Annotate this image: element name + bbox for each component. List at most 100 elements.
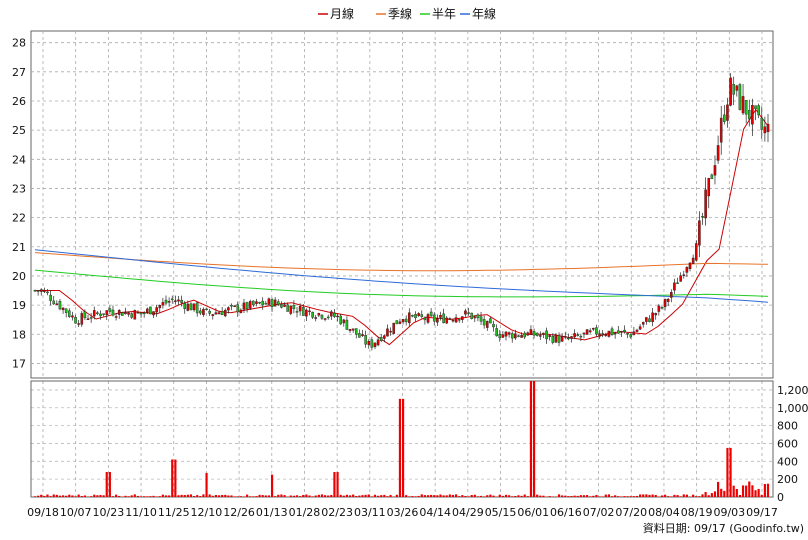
volume-bar: [632, 496, 635, 497]
volume-bar: [217, 495, 221, 497]
volume-bar: [348, 495, 352, 497]
volume-bar: [720, 488, 723, 497]
volume-bar: [149, 496, 152, 497]
candle-body: [43, 289, 46, 292]
candle-body: [398, 321, 402, 324]
candle-body: [601, 333, 604, 335]
volume-bar: [476, 496, 480, 497]
volume-bar: [698, 496, 701, 497]
candle-body: [442, 313, 445, 324]
volume-bar: [146, 496, 149, 497]
volume-bar: [274, 496, 277, 497]
volume-bar: [395, 494, 398, 497]
volume-tick-label: 400: [777, 455, 798, 468]
candle-body: [464, 310, 467, 315]
candle-body: [567, 337, 570, 340]
ma-line-2: [34, 252, 769, 272]
volume-bar: [115, 494, 118, 497]
x-tick-label: 01/28: [289, 506, 321, 519]
x-tick-label: 11/25: [158, 506, 190, 519]
volume-bar: [604, 494, 607, 497]
candle-body: [177, 299, 180, 302]
volume-bar: [679, 496, 682, 497]
volume-bar: [314, 495, 317, 497]
candle-body: [751, 104, 754, 125]
volume-bar: [345, 494, 349, 497]
volume-bar: [420, 494, 423, 497]
candle-body: [99, 313, 102, 317]
candle-body: [676, 282, 679, 284]
volume-bar: [483, 496, 486, 497]
volume-bar: [261, 495, 264, 497]
candle-body: [77, 323, 80, 325]
candle-body: [33, 290, 37, 292]
volume-bar: [199, 496, 202, 497]
volume-bar: [745, 485, 748, 497]
volume-bar: [564, 495, 567, 497]
candle-body: [448, 318, 452, 320]
candle-body: [392, 322, 395, 334]
candle-body: [301, 306, 305, 316]
candle-body: [685, 267, 689, 273]
volume-bar: [308, 495, 311, 497]
candle-body: [588, 330, 592, 333]
volume-bar: [511, 496, 514, 497]
volume-bar: [139, 496, 143, 497]
volume-bar: [37, 495, 40, 497]
candle-body: [766, 123, 770, 133]
candle-body: [333, 312, 336, 317]
volume-bar: [448, 494, 451, 497]
volume-bar: [479, 495, 483, 497]
volume-bar: [40, 494, 43, 497]
candle-body: [492, 323, 495, 328]
candle-body: [579, 335, 583, 338]
x-axis: 09/18 10/07 10/23 11/10 11/25 12/10 12/26 01/13…: [27, 506, 778, 519]
candle-body: [286, 304, 289, 312]
volume-bar: [614, 495, 617, 497]
volume-bar: [383, 494, 386, 497]
volume-bar: [489, 494, 492, 497]
candle-body: [532, 331, 536, 336]
volume-bar: [373, 494, 377, 497]
candle-body: [139, 312, 143, 315]
volume-bar: [43, 495, 46, 497]
candle-body: [96, 312, 99, 314]
volume-bar: [299, 496, 302, 497]
volume-bar: [342, 495, 345, 497]
volume-bar: [458, 496, 461, 497]
candle-body: [223, 309, 227, 317]
volume-bar: [670, 496, 673, 497]
volume-tick-label: 800: [777, 420, 798, 433]
volume-bar: [517, 495, 520, 497]
candle-body: [389, 330, 392, 333]
volume-bar: [470, 494, 473, 497]
candle-body: [49, 294, 52, 301]
volume-bar: [233, 496, 236, 497]
candlesticks: [33, 73, 770, 351]
x-tick-label: 03/11: [354, 506, 386, 519]
candle-body: [735, 85, 739, 91]
candle-body: [663, 299, 667, 307]
legend-label: 月線: [330, 6, 354, 21]
x-tick-label: 01/13: [256, 506, 288, 519]
price-tick-label: 24: [12, 153, 26, 166]
candle-body: [136, 312, 140, 314]
volume-bar: [701, 494, 704, 497]
volume-bar: [68, 494, 71, 497]
x-tick-label: 08/19: [681, 506, 713, 519]
candle-body: [679, 275, 682, 282]
volume-bar: [592, 495, 595, 497]
candle-body: [670, 292, 673, 298]
volume-bar: [130, 495, 133, 497]
x-tick-label: 08/04: [648, 506, 680, 519]
candle-body: [248, 301, 252, 309]
candle-body: [252, 300, 255, 306]
volume-bar: [501, 495, 504, 497]
candle-body: [476, 314, 480, 319]
volume-bar: [102, 495, 105, 497]
candle-body: [570, 336, 573, 339]
volume-bar: [361, 495, 364, 497]
volume-bar: [529, 381, 533, 497]
candle-body: [348, 329, 352, 331]
volume-bar: [451, 494, 455, 497]
